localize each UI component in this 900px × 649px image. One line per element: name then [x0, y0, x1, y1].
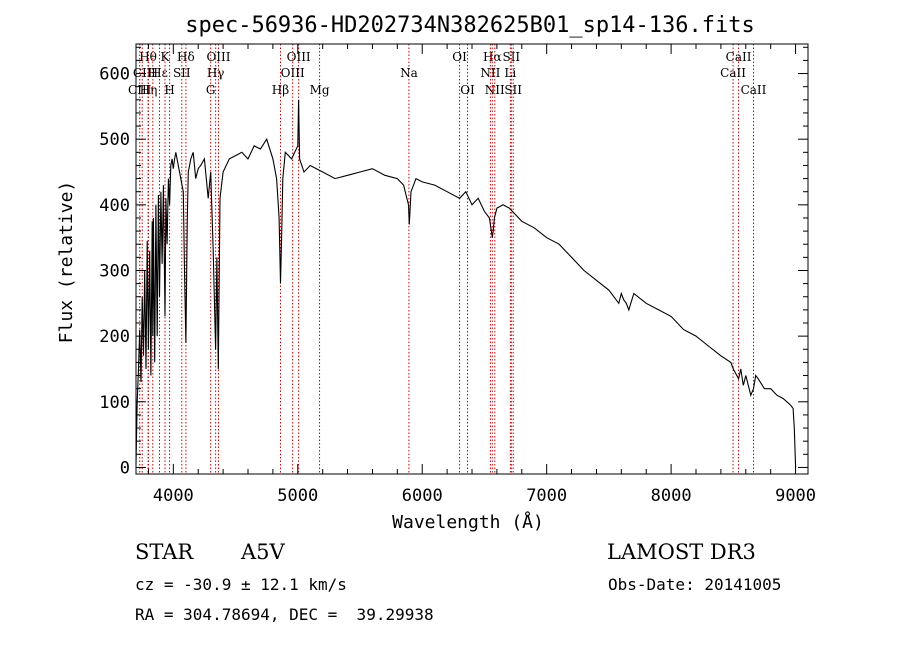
x-axis-label: Wavelength (Å) — [392, 511, 544, 533]
line-marker-label: CIII — [128, 83, 152, 97]
obs-date: Obs-Date: 20141005 — [608, 575, 782, 594]
y-tick-label: 600 — [99, 65, 130, 85]
line-marker-label: Hε — [151, 66, 168, 80]
object-subclass: A5V — [241, 540, 285, 564]
plot-frame — [135, 43, 809, 475]
y-tick-label: 400 — [99, 196, 130, 216]
line-marker-label: NII — [480, 66, 500, 80]
line-marker-label: CaII — [726, 50, 752, 64]
y-tick-label: 500 — [99, 130, 130, 150]
line-marker-label: Hγ — [207, 66, 225, 80]
x-tick-label: 6000 — [402, 486, 443, 506]
redshift-value: cz = -30.9 ± 12.1 km/s — [135, 575, 347, 594]
line-marker-label: Na — [400, 66, 418, 80]
survey-name: LAMOST DR3 — [607, 540, 756, 564]
line-marker-label: H — [164, 83, 174, 97]
line-marker-label: SII — [173, 66, 191, 80]
line-marker-label: K — [161, 50, 171, 64]
line-marker-label: CaII — [741, 83, 767, 97]
line-marker-label: Hδ — [177, 50, 195, 64]
y-tick-label: 100 — [99, 393, 130, 413]
spectrum-series-line — [135, 99, 797, 468]
x-tick-label: 4000 — [153, 486, 194, 506]
line-marker-label: NII — [485, 83, 505, 97]
line-marker-label: Hη — [140, 83, 158, 97]
y-tick-label: 0 — [120, 458, 130, 478]
line-marker-label: OIII — [281, 66, 305, 80]
line-marker-label: Hβ — [272, 83, 289, 97]
x-axis: 4000 5000 6000 7000 8000 9000 — [147, 44, 816, 506]
line-marker-label: Hθ — [139, 50, 157, 64]
line-marker-label: Mg — [310, 83, 330, 97]
x-tick-label: 7000 — [526, 486, 567, 506]
line-marker-label: OI — [460, 83, 475, 97]
chart-title: spec-56936-HD202734N382625B01_sp14-136.f… — [185, 13, 755, 38]
x-tick-label: 9000 — [775, 486, 816, 506]
coordinates: RA = 304.78694, DEC = 39.29938 — [135, 605, 434, 624]
line-marker-label: OIII — [206, 50, 230, 64]
line-marker-label: SII — [504, 83, 522, 97]
y-tick-label: 300 — [99, 261, 130, 281]
line-marker-label: CaII — [720, 66, 746, 80]
line-marker-label: CII — [133, 66, 152, 80]
y-axis-label: Flux (relative) — [56, 181, 77, 344]
x-tick-label: 8000 — [651, 486, 692, 506]
line-marker-label: OIII — [287, 50, 311, 64]
line-marker-label: Li — [504, 66, 516, 80]
series-layer — [135, 99, 797, 468]
line-marker-label: SII — [502, 50, 520, 64]
y-axis: 0 100 200 300 400 500 600 — [99, 46, 808, 478]
line-marker-label: Hα — [483, 50, 502, 64]
y-tick-label: 200 — [99, 327, 130, 347]
object-class: STAR — [135, 540, 194, 564]
line-marker-label: H — [148, 66, 158, 80]
line-marker-label: OI — [452, 50, 467, 64]
x-tick-label: 5000 — [277, 486, 318, 506]
line-marker-label: G — [206, 83, 216, 97]
